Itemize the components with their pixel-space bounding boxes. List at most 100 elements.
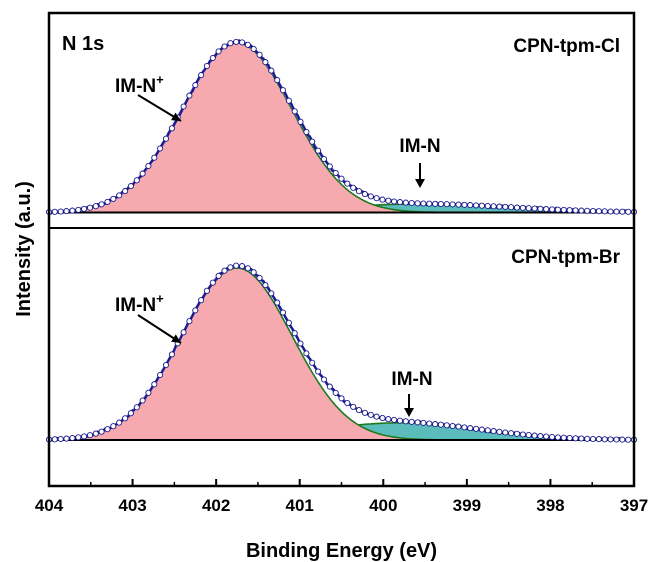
x-tick-label: 398 [536,496,564,515]
data-point [566,434,573,442]
data-point [443,201,450,208]
data-point [320,155,328,163]
data-point [525,431,532,439]
data-point [151,154,158,161]
data-point [361,191,368,198]
data-point [519,431,526,438]
data-point [326,163,333,170]
data-point [291,108,298,115]
data-point [455,201,462,208]
data-point [274,77,281,84]
data-point [274,299,281,306]
data-point [303,350,310,357]
data-point [338,395,345,402]
data-point [69,207,76,214]
y-axis-label: Intensity (a.u.) [13,181,35,317]
data-point [455,423,462,430]
data-point [607,208,614,215]
data-point [379,196,386,203]
data-point [133,177,140,184]
data-point [537,205,544,212]
data-point [244,41,251,48]
peak-label-im-n: IM-N [391,369,432,390]
data-point [303,128,310,136]
data-point [92,203,99,210]
data-point [139,170,146,177]
data-point [537,433,544,440]
data-point [139,397,146,404]
data-point [502,429,509,436]
data-point [525,205,532,212]
data-point [332,389,339,396]
data-point [473,202,480,209]
x-tick-label: 399 [453,496,481,515]
data-point [168,125,175,132]
data-point [192,82,199,89]
data-point [613,208,620,215]
data-point [432,421,439,428]
data-point [344,399,351,407]
data-point [396,417,404,424]
data-point [443,422,450,429]
data-point [221,267,228,274]
data-point [145,389,152,396]
data-point [239,263,246,270]
data-point [332,169,339,177]
data-point [601,436,608,443]
data-point [566,207,573,214]
data-point [549,433,556,441]
data-point [297,118,304,125]
data-point [578,435,585,442]
data-point [104,198,111,205]
data-point [619,208,626,215]
data-point [186,318,193,325]
data-point [285,97,292,104]
data-point [110,423,117,430]
data-point [478,426,485,433]
x-tick-label: 401 [286,496,314,515]
data-point [373,413,380,420]
data-point [379,414,386,422]
data-point [549,206,556,213]
data-point [508,204,515,211]
data-point [595,208,602,215]
data-point [385,416,392,423]
data-point [513,204,521,211]
data-point [408,418,415,425]
data-point [215,48,222,55]
data-point [560,206,567,213]
x-tick-label: 397 [620,496,648,515]
data-point [75,434,82,441]
data-point [180,329,187,336]
data-point [420,419,427,426]
data-point [625,208,632,215]
peak-label-superscript: + [156,291,164,306]
data-point [601,208,608,215]
data-point [203,62,210,70]
data-point [449,201,456,208]
data-point [221,43,228,50]
data-point [81,433,88,440]
data-point [98,201,105,208]
data-point [385,197,392,204]
data-point [145,162,152,170]
data-point [402,418,409,425]
data-point [279,87,287,94]
data-point [338,175,345,182]
data-point [244,265,251,272]
data-point [122,415,129,422]
peak-label-text: IM-N [115,76,156,97]
data-point [426,200,433,207]
data-point [180,103,187,110]
data-point [268,290,275,297]
data-point [116,192,123,199]
x-tick-label: 402 [202,496,230,515]
data-point [344,180,351,187]
data-point [110,195,117,202]
data-point [227,40,234,47]
data-point [543,206,550,213]
data-point [531,205,538,212]
data-point [554,434,561,441]
